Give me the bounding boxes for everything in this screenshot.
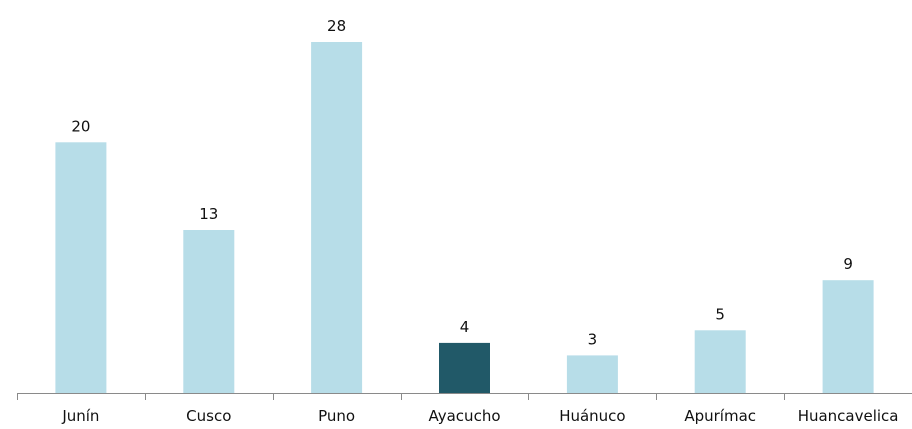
x-axis-ticks-group [17, 393, 785, 400]
bar-ayacucho [439, 342, 490, 393]
category-label: Huancavelica [798, 407, 899, 425]
bar-huancavelica [822, 280, 874, 393]
data-label: 3 [588, 330, 598, 348]
x-axis-labels-group: Junín Cusco Puno Ayacucho Huánuco Apurímac Hua… [61, 407, 898, 425]
bars-group [55, 42, 874, 393]
bar-huánuco [566, 355, 618, 393]
data-label: 13 [199, 205, 218, 223]
category-label: Ayacucho [429, 407, 501, 425]
data-label: 5 [715, 305, 725, 323]
data-label: 28 [327, 17, 346, 35]
category-label: Huánuco [559, 407, 625, 425]
category-label: Junín [61, 407, 99, 425]
data-label: 20 [71, 117, 90, 135]
bar-junín [55, 142, 107, 393]
data-label: 9 [843, 255, 853, 273]
category-label: Puno [318, 407, 355, 425]
bar-apurímac [694, 330, 746, 393]
bar-puno [311, 42, 363, 393]
category-label: Apurímac [684, 407, 756, 425]
bar-cusco [183, 230, 235, 393]
category-label: Cusco [186, 407, 231, 425]
data-label: 4 [460, 318, 470, 336]
